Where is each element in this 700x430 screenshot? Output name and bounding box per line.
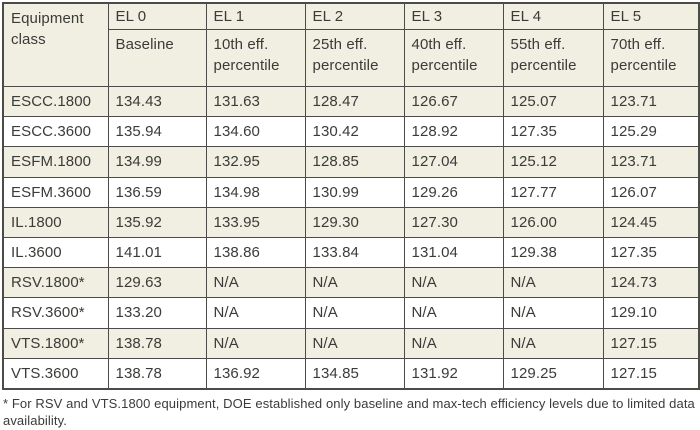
subheader-el3: 40th eff. percentile <box>403 29 504 87</box>
footnote: * For RSV and VTS.1800 equipment, DOE es… <box>3 395 695 429</box>
value-cell: 129.63 <box>107 267 207 299</box>
value-cell: 134.43 <box>107 85 207 118</box>
value-cell: 126.67 <box>403 85 504 118</box>
value-cell: 133.84 <box>304 236 405 269</box>
column-header-el2: EL 2 <box>304 2 405 30</box>
value-cell: 134.85 <box>304 357 405 390</box>
value-cell: 134.98 <box>205 176 306 208</box>
value-cell: 126.07 <box>602 176 700 208</box>
value-cell: 132.95 <box>205 146 306 178</box>
value-cell: N/A <box>403 297 504 329</box>
value-cell: 129.25 <box>502 357 604 390</box>
value-cell: 126.00 <box>502 206 604 238</box>
value-cell: 138.78 <box>107 327 207 359</box>
value-cell: N/A <box>304 267 405 299</box>
equipment-class-cell: ESCC.3600 <box>2 116 109 148</box>
equipment-class-cell: ESFM.1800 <box>2 146 109 178</box>
subheader-el0: Baseline <box>107 29 207 87</box>
row-vts-3600: VTS.3600 138.78 136.92 134.85 131.92 129… <box>2 357 700 390</box>
value-cell: 124.73 <box>602 267 700 299</box>
value-cell: 138.78 <box>107 357 207 390</box>
equipment-class-cell: IL.3600 <box>2 236 109 269</box>
value-cell: 136.92 <box>205 357 306 390</box>
equipment-class-cell: ESFM.3600 <box>2 176 109 208</box>
equipment-class-cell: IL.1800 <box>2 206 109 238</box>
row-rsv-1800: RSV.1800* 129.63 N/A N/A N/A N/A 124.73 <box>2 267 700 299</box>
subheader-el5: 70th eff. percentile <box>602 29 700 87</box>
subheader-el4: 55th eff. percentile <box>502 29 604 87</box>
efficiency-levels-table: Equipment class EL 0 EL 1 EL 2 EL 3 EL 4… <box>2 2 700 390</box>
value-cell: 128.85 <box>304 146 405 178</box>
value-cell: 127.35 <box>602 236 700 269</box>
column-header-el0: EL 0 <box>107 2 207 30</box>
row-esfm-1800: ESFM.1800 134.99 132.95 128.85 127.04 12… <box>2 146 700 178</box>
value-cell: 127.30 <box>403 206 504 238</box>
value-cell: N/A <box>502 297 604 329</box>
equipment-class-cell: VTS.3600 <box>2 357 109 390</box>
column-header-el4: EL 4 <box>502 2 604 30</box>
subheader-el1: 10th eff. percentile <box>205 29 306 87</box>
value-cell: N/A <box>502 327 604 359</box>
equipment-class-cell: ESCC.1800 <box>2 85 109 118</box>
row-esfm-3600: ESFM.3600 136.59 134.98 130.99 129.26 12… <box>2 176 700 208</box>
value-cell: 127.35 <box>502 116 604 148</box>
value-cell: 125.07 <box>502 85 604 118</box>
value-cell: N/A <box>403 327 504 359</box>
value-cell: N/A <box>205 327 306 359</box>
value-cell: N/A <box>304 297 405 329</box>
value-cell: 131.63 <box>205 85 306 118</box>
column-header-el5: EL 5 <box>602 2 700 30</box>
value-cell: 133.20 <box>107 297 207 329</box>
column-header-el3: EL 3 <box>403 2 504 30</box>
value-cell: 129.38 <box>502 236 604 269</box>
value-cell: 141.01 <box>107 236 207 269</box>
value-cell: 127.04 <box>403 146 504 178</box>
value-cell: 130.42 <box>304 116 405 148</box>
row-rsv-3600: RSV.3600* 133.20 N/A N/A N/A N/A 129.10 <box>2 297 700 329</box>
row-il-3600: IL.3600 141.01 138.86 133.84 131.04 129.… <box>2 236 700 269</box>
value-cell: 127.77 <box>502 176 604 208</box>
value-cell: N/A <box>205 267 306 299</box>
value-cell: 131.04 <box>403 236 504 269</box>
value-cell: N/A <box>403 267 504 299</box>
value-cell: N/A <box>205 297 306 329</box>
row-vts-1800: VTS.1800* 138.78 N/A N/A N/A N/A 127.15 <box>2 327 700 359</box>
value-cell: 124.45 <box>602 206 700 238</box>
value-cell: 128.92 <box>403 116 504 148</box>
value-cell: 135.92 <box>107 206 207 238</box>
value-cell: 135.94 <box>107 116 207 148</box>
equipment-class-cell: RSV.3600* <box>2 297 109 329</box>
value-cell: 136.59 <box>107 176 207 208</box>
value-cell: 131.92 <box>403 357 504 390</box>
row-il-1800: IL.1800 135.92 133.95 129.30 127.30 126.… <box>2 206 700 238</box>
value-cell: 129.30 <box>304 206 405 238</box>
value-cell: 134.99 <box>107 146 207 178</box>
equipment-class-cell: VTS.1800* <box>2 327 109 359</box>
value-cell: 129.10 <box>602 297 700 329</box>
value-cell: 127.15 <box>602 357 700 390</box>
row-escc-1800: ESCC.1800 134.43 131.63 128.47 126.67 12… <box>2 85 700 118</box>
equipment-class-header: Equipment class <box>2 2 109 87</box>
value-cell: 125.12 <box>502 146 604 178</box>
value-cell: 134.60 <box>205 116 306 148</box>
value-cell: 130.99 <box>304 176 405 208</box>
value-cell: 123.71 <box>602 146 700 178</box>
equipment-class-cell: RSV.1800* <box>2 267 109 299</box>
column-header-el1: EL 1 <box>205 2 306 30</box>
value-cell: N/A <box>304 327 405 359</box>
value-cell: 127.15 <box>602 327 700 359</box>
subheader-el2: 25th eff. percentile <box>304 29 405 87</box>
value-cell: 133.95 <box>205 206 306 238</box>
header-row-percentile: Baseline 10th eff. percentile 25th eff. … <box>3 29 700 87</box>
value-cell: 128.47 <box>304 85 405 118</box>
header-row-el: Equipment class EL 0 EL 1 EL 2 EL 3 EL 4… <box>2 2 700 87</box>
value-cell: 129.26 <box>403 176 504 208</box>
value-cell: N/A <box>502 267 604 299</box>
value-cell: 123.71 <box>602 85 700 118</box>
value-cell: 125.29 <box>602 116 700 148</box>
row-escc-3600: ESCC.3600 135.94 134.60 130.42 128.92 12… <box>2 116 700 148</box>
value-cell: 138.86 <box>205 236 306 269</box>
